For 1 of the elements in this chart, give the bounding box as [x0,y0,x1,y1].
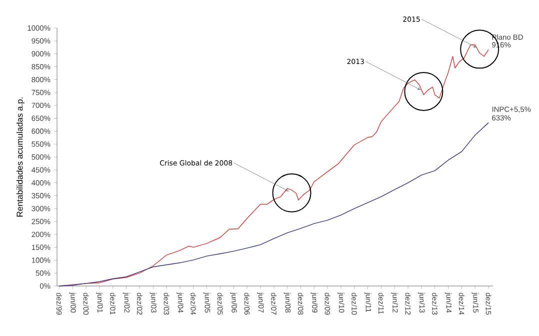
y-axis-title: Rentabilidades acumuladas a.p. [16,98,24,217]
